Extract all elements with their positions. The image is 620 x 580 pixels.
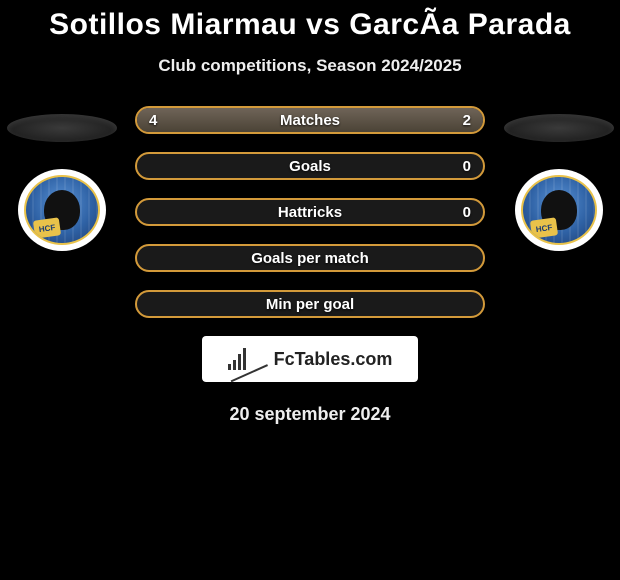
badge-tag: HCF (32, 217, 60, 238)
badge-inner: HCF (24, 175, 100, 245)
club-badge-right: HCF (509, 168, 609, 254)
stat-bar: Goals per match (135, 244, 485, 272)
main-row: HCF 4Matches2Goals0Hattricks0Goals per m… (0, 106, 620, 318)
stat-label: Hattricks (137, 204, 483, 221)
stat-label: Min per goal (137, 296, 483, 313)
logo-text: FcTables.com (274, 349, 393, 370)
player-photo-placeholder-left (7, 114, 117, 142)
stat-bar: Goals0 (135, 152, 485, 180)
logo-bars-icon (228, 348, 246, 370)
stat-value-right: 2 (463, 112, 471, 129)
subtitle: Club competitions, Season 2024/2025 (0, 56, 620, 76)
badge-inner: HCF (521, 175, 597, 245)
page-title: Sotillos Miarmau vs GarcÃa Parada (0, 8, 620, 42)
stat-label: Matches (137, 112, 483, 129)
stat-bar: 4Matches2 (135, 106, 485, 134)
badge-tag: HCF (529, 217, 557, 238)
left-player-col: HCF (6, 106, 117, 254)
logo-trend-line-icon (246, 348, 268, 370)
site-logo[interactable]: FcTables.com (202, 336, 418, 382)
stats-column: 4Matches2Goals0Hattricks0Goals per match… (135, 106, 485, 318)
comparison-card: Sotillos Miarmau vs GarcÃa Parada Club c… (0, 0, 620, 425)
player-photo-placeholder-right (504, 114, 614, 142)
club-badge-left: HCF (12, 168, 112, 254)
stat-value-right: 0 (463, 158, 471, 175)
stat-bar: Hattricks0 (135, 198, 485, 226)
stat-value-right: 0 (463, 204, 471, 221)
right-player-col: HCF (503, 106, 614, 254)
stat-label: Goals (137, 158, 483, 175)
snapshot-date: 20 september 2024 (0, 404, 620, 425)
stat-bar: Min per goal (135, 290, 485, 318)
stat-label: Goals per match (137, 250, 483, 267)
